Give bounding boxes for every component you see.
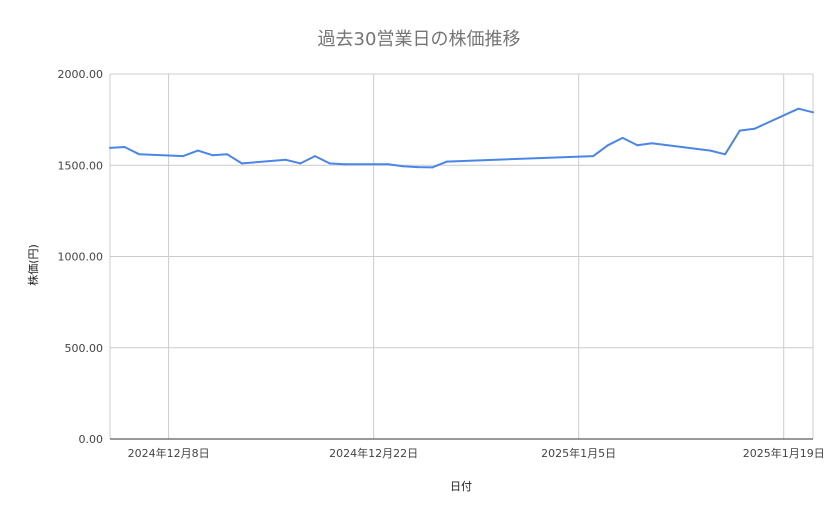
data-point bbox=[636, 144, 639, 147]
y-tick-label: 1500.00 bbox=[58, 159, 104, 172]
data-point bbox=[196, 149, 199, 152]
data-point bbox=[240, 162, 243, 165]
x-tick-label: 2025年1月19日 bbox=[743, 446, 825, 460]
data-point bbox=[314, 155, 316, 158]
grid bbox=[109, 73, 814, 440]
data-point bbox=[182, 155, 185, 158]
chart-title: 過去30営業日の株価推移 bbox=[318, 29, 521, 50]
data-point bbox=[797, 107, 800, 110]
series-layer bbox=[109, 107, 814, 169]
data-point bbox=[709, 149, 712, 152]
data-point bbox=[387, 163, 390, 166]
x-tick-label: 2024年12月22日 bbox=[329, 446, 418, 460]
data-point bbox=[753, 127, 756, 130]
y-axis-ticks: 0.00 500.00 1000.00 1500.00 2000.00 bbox=[58, 68, 104, 446]
data-point bbox=[284, 158, 287, 161]
data-point bbox=[650, 142, 653, 145]
data-point bbox=[445, 160, 448, 163]
data-point bbox=[416, 166, 419, 169]
y-tick-label: 0.00 bbox=[79, 433, 104, 446]
x-axis-ticks: 2024年12月8日 2024年12月22日 2025年1月5日 2025年1月19日 bbox=[128, 446, 825, 460]
data-point bbox=[431, 166, 434, 169]
y-axis-label: 株価(円) bbox=[26, 244, 40, 286]
data-point bbox=[109, 146, 111, 149]
x-tick-label: 2025年1月5日 bbox=[541, 446, 616, 460]
data-point bbox=[226, 153, 229, 156]
data-point bbox=[343, 163, 346, 166]
y-tick-label: 1000.00 bbox=[58, 251, 104, 264]
x-axis-label: 日付 bbox=[450, 480, 472, 493]
data-point bbox=[328, 162, 331, 165]
series-line bbox=[109, 107, 814, 169]
data-point bbox=[812, 111, 814, 114]
data-point bbox=[607, 144, 609, 147]
data-point bbox=[211, 154, 214, 157]
data-point bbox=[299, 162, 302, 165]
x-tick-label: 2024年12月8日 bbox=[128, 446, 210, 460]
data-point bbox=[724, 153, 727, 156]
data-point bbox=[138, 153, 141, 156]
data-point bbox=[592, 155, 595, 158]
data-point bbox=[123, 146, 126, 148]
data-point bbox=[621, 136, 624, 139]
y-tick-label: 500.00 bbox=[65, 342, 104, 355]
data-point bbox=[738, 129, 741, 132]
data-point bbox=[401, 165, 404, 168]
y-tick-label: 2000.00 bbox=[58, 68, 104, 81]
